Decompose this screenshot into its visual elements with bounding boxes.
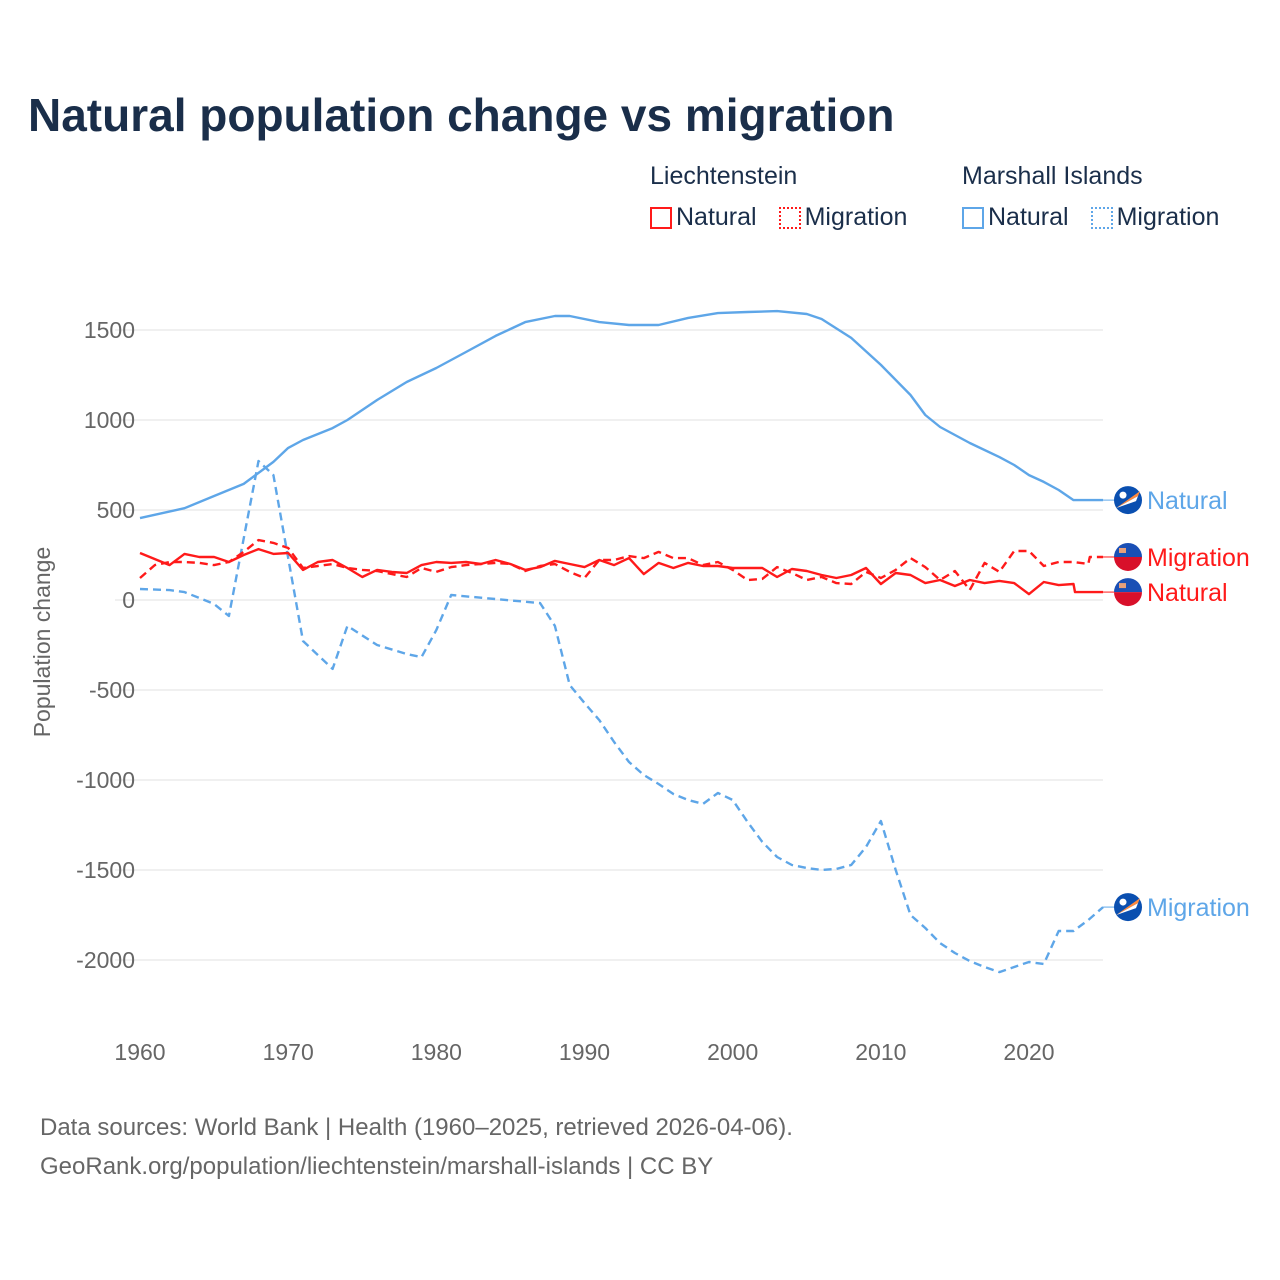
chart-title: Natural population change vs migration [28, 89, 895, 141]
flag-stripe-orange [1116, 898, 1140, 916]
flag-stripe-white [1116, 496, 1138, 509]
y-tick-label: -2000 [76, 947, 135, 973]
legend-swatch-dotted [1090, 206, 1113, 229]
x-tick-label: 1970 [263, 1039, 314, 1065]
flag-star [1119, 898, 1127, 906]
y-tick-label: -500 [89, 677, 135, 703]
x-tick-label: 2010 [855, 1039, 906, 1065]
series-line-liechtenstein-natural [139, 547, 1104, 596]
flag-stripe-white [1116, 903, 1138, 916]
y-tick-label: 1500 [84, 317, 135, 343]
x-tick-label: 1990 [559, 1039, 610, 1065]
series-end-label: Natural [1147, 579, 1228, 607]
liechtenstein-flag-lower [1114, 556, 1143, 571]
liechtenstein-flag-icon [1114, 542, 1143, 557]
legend-group-title: Liechtenstein [650, 162, 798, 190]
x-tick-label: 2020 [1003, 1039, 1054, 1065]
legend-swatch-solid [650, 206, 672, 229]
y-axis-label: Population change [29, 547, 55, 738]
y-tick-label: 500 [97, 497, 135, 523]
x-tick-label: 1980 [411, 1039, 462, 1065]
series-line-liechtenstein-migration [139, 538, 1104, 592]
flag-crown [1119, 547, 1126, 553]
legend-item-li-natural[interactable]: Natural [650, 203, 757, 232]
source-line-2[interactable]: GeoRank.org/population/liechtenstein/mar… [40, 1153, 714, 1180]
legend-label: Natural [988, 203, 1069, 231]
legend-label: Migration [804, 203, 908, 231]
x-tick-label: 1960 [114, 1039, 165, 1065]
y-tick-label: 1000 [84, 407, 135, 433]
x-tick-label: 2000 [707, 1039, 758, 1065]
series-end-label: Migration [1147, 894, 1250, 922]
source-note: Data sources: World Bank | Health (1960–… [40, 1108, 793, 1186]
series-line-marshall-islands-migration [139, 459, 1104, 974]
legend-swatch-dotted [778, 206, 801, 229]
flag-star [1119, 491, 1127, 499]
legend-item-mh-natural[interactable]: Natural [962, 203, 1069, 232]
legend-swatch-solid [962, 206, 984, 229]
flag-stripe-orange [1116, 491, 1140, 509]
liechtenstein-flag-icon [1114, 578, 1143, 593]
liechtenstein-flag-lower [1114, 592, 1143, 607]
legend-label: Migration [1116, 203, 1220, 231]
series-end-label: Natural [1147, 487, 1228, 515]
legend-item-mh-migration[interactable]: Migration [1090, 203, 1220, 232]
legend-group-title: Marshall Islands [962, 162, 1143, 190]
series-line-marshall-islands-natural [139, 309, 1104, 520]
legend-item-li-migration[interactable]: Migration [778, 203, 908, 232]
legend-liechtenstein: Liechtenstein Natural Migration [650, 162, 907, 232]
flag-crown [1119, 583, 1126, 589]
y-tick-label: -1000 [76, 767, 135, 793]
y-tick-label: 0 [122, 587, 135, 613]
y-tick-label: -1500 [76, 857, 135, 883]
legend-label: Natural [676, 203, 757, 231]
series-end-label: Migration [1147, 544, 1250, 572]
legend-marshall-islands: Marshall Islands Natural Migration [962, 162, 1219, 232]
source-line-1: Data sources: World Bank | Health (1960–… [40, 1114, 793, 1141]
